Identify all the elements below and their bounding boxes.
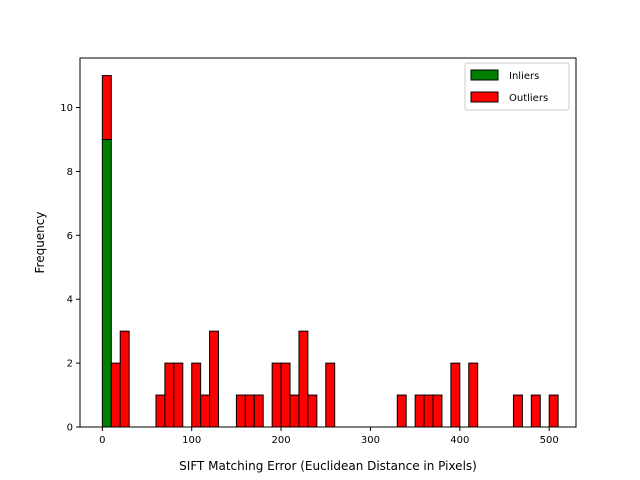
bar-outliers-18 [396,394,407,428]
bars-layer [101,75,559,428]
bar-outliers-9 [235,394,246,428]
bar-outliers-4 [164,362,175,428]
bar-outliers-12 [271,362,282,428]
y-tick-label-3: 6 [67,231,73,242]
bar-outliers-13 [280,362,291,428]
bar-outliers-17 [325,362,336,428]
bar-outliers-22 [450,362,461,428]
bar-outliers-1 [110,362,121,428]
bar-outliers-14 [289,394,300,428]
x-tick-label-5: 500 [540,435,559,446]
legend-label-outliers: Outliers [509,93,548,104]
bar-outliers-20 [423,394,434,428]
bar-outliers-0 [101,75,112,140]
bar-outliers-24 [512,394,523,428]
bar-outliers-25 [530,394,541,428]
y-axis: 0 2 4 6 8 10 [60,103,80,434]
y-axis-label: Frequency [33,212,47,274]
y-tick-label-4: 8 [67,167,73,178]
bar-outliers-23 [468,362,479,428]
bar-outliers-16 [307,394,318,428]
bar-outliers-19 [414,394,425,428]
x-tick-label-1: 100 [182,435,201,446]
bar-outliers-3 [155,394,166,428]
x-tick-label-2: 200 [272,435,291,446]
x-axis-label: SIFT Matching Error (Euclidean Distance … [179,459,477,473]
legend-swatch-inliers [470,69,499,81]
bar-outliers-26 [548,394,559,428]
y-tick-label-1: 2 [67,359,73,370]
x-tick-label-0: 0 [99,435,105,446]
x-axis: 0 100 200 300 400 500 [99,427,559,446]
legend-label-inliers: Inliers [509,71,539,82]
y-tick-label-2: 4 [67,295,73,306]
legend-swatch-outliers [470,91,499,103]
bar-outliers-11 [253,394,264,428]
legend: Inliers Outliers [464,62,570,111]
x-tick-label-3: 300 [361,435,380,446]
y-tick-label-0: 0 [67,423,73,434]
bar-outliers-7 [200,394,211,428]
bar-outliers-10 [244,394,255,428]
plot-frame [79,57,577,428]
bar-outliers-6 [191,362,202,428]
bar-outliers-8 [209,330,220,428]
x-tick-label-4: 400 [450,435,469,446]
bar-outliers-2 [119,330,130,428]
bar-inliers-0 [101,138,112,428]
bar-outliers-5 [173,362,184,428]
bar-outliers-21 [432,394,443,428]
bar-outliers-15 [298,330,309,428]
y-tick-label-5: 10 [60,103,73,114]
